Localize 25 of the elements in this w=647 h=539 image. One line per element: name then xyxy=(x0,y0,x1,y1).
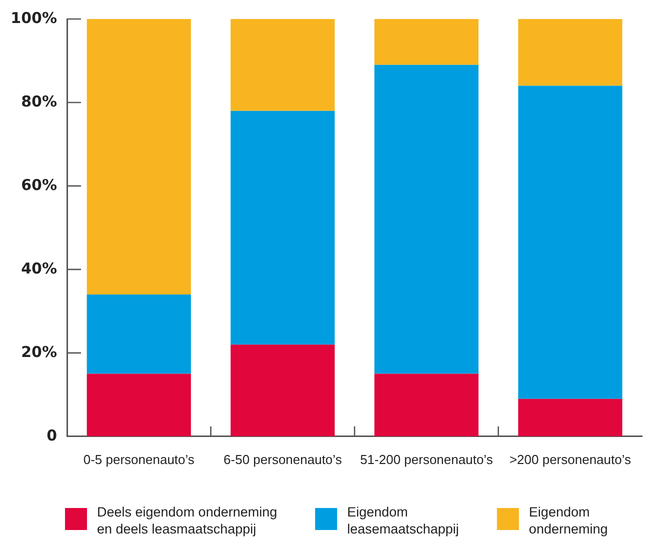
y-tick-label: 20% xyxy=(21,342,57,361)
x-tick-label: >200 personenauto’s xyxy=(509,452,632,467)
x-tick-label: 0-5 personenauto’s xyxy=(83,452,195,467)
bar xyxy=(86,19,191,294)
bar xyxy=(86,374,191,436)
y-tick-label: 0 xyxy=(46,426,57,444)
legend-label: Deels eigendom onderneming en deels leasmaatschappij xyxy=(97,504,278,537)
y-tick-label: 100% xyxy=(10,8,57,27)
legend-label: Eigendom leasemaatschappij xyxy=(347,504,459,537)
legend-label: Eigendom onderneming xyxy=(528,504,608,537)
bar xyxy=(230,344,335,436)
y-tick-label: 80% xyxy=(21,92,57,110)
bar xyxy=(374,374,478,436)
bar xyxy=(230,19,335,111)
y-tick-label: 40% xyxy=(21,259,57,278)
y-tick-label: 60% xyxy=(21,176,57,194)
bar xyxy=(518,398,622,436)
bar xyxy=(374,64,478,374)
x-tick-label: 6-50 personenauto’s xyxy=(224,452,342,467)
bar xyxy=(86,294,191,374)
bar xyxy=(518,19,622,86)
bar xyxy=(374,19,478,65)
x-tick-label: 51-200 personenauto’s xyxy=(360,452,494,467)
bar xyxy=(518,86,622,399)
bar xyxy=(230,110,335,345)
